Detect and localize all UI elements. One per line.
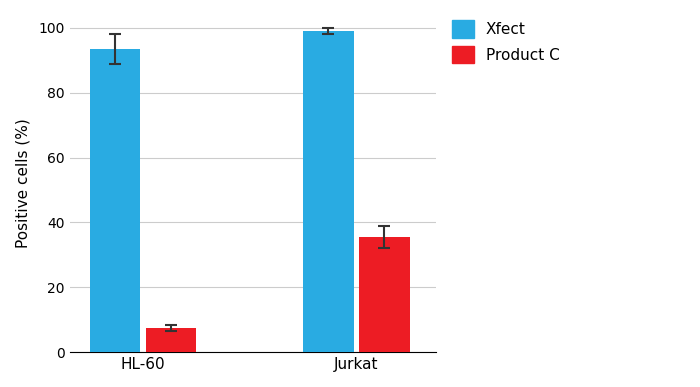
- Bar: [90, 49, 140, 352]
- Legend: Xfect, Product C: Xfect, Product C: [448, 16, 564, 68]
- Bar: [303, 31, 354, 352]
- Y-axis label: Positive cells (%): Positive cells (%): [15, 119, 30, 248]
- Bar: [359, 237, 410, 352]
- Bar: [146, 328, 196, 352]
